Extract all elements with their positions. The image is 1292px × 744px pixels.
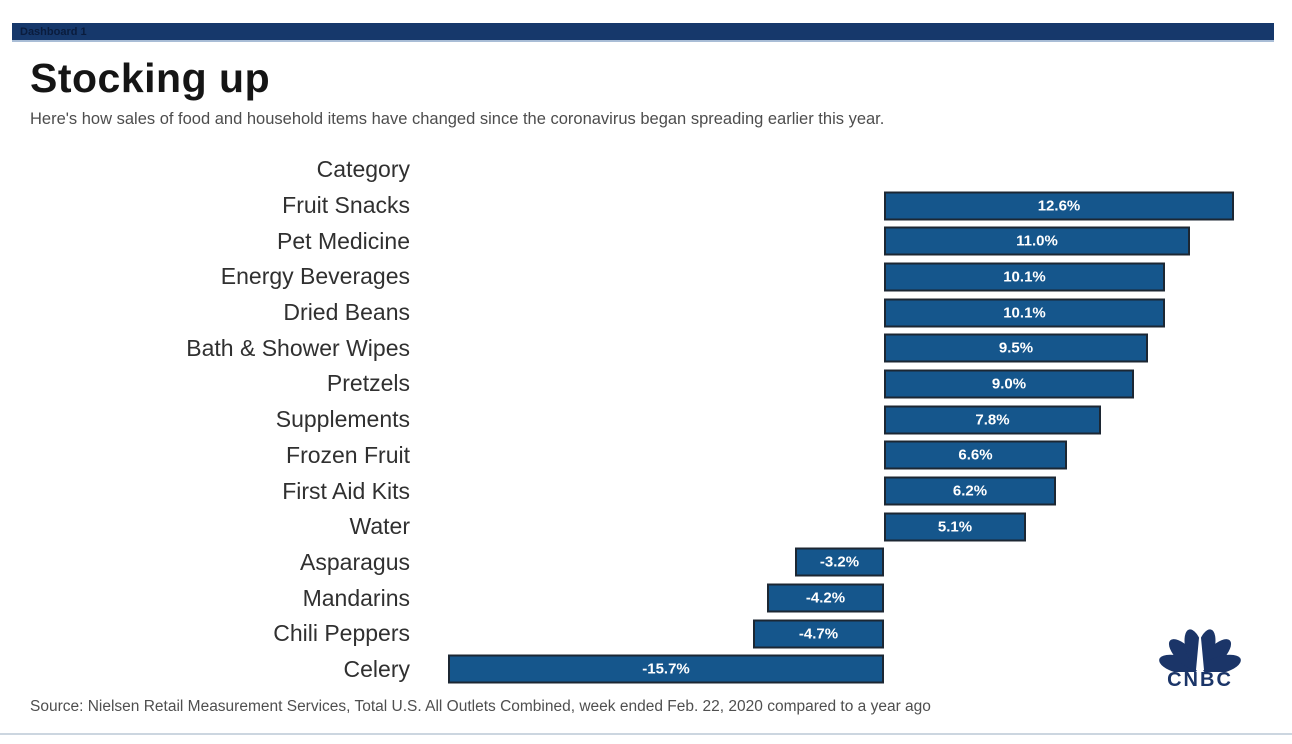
category-label: Dried Beans (283, 299, 410, 326)
plot-area: 6.2% (410, 473, 1292, 509)
chart-row-chili-peppers: Chili Peppers -4.7% (0, 616, 1292, 652)
category-label: Supplements (275, 406, 410, 433)
bar-value-label: -15.7% (642, 660, 690, 678)
bar-value-label: 6.2% (952, 482, 988, 500)
chart-row-energy-beverages: Energy Beverages 10.1% (0, 259, 1292, 295)
category-label: Fruit Snacks (282, 192, 410, 219)
chart-row-celery: Celery -15.7% (0, 652, 1292, 688)
category-label: Celery (343, 655, 410, 682)
chart-row-supplements: Supplements 7.8% (0, 402, 1292, 438)
plot-area: 10.1% (410, 259, 1292, 295)
bar-energy-beverages[interactable]: 10.1% (884, 262, 1165, 292)
bar-chart: Category Fruit Snacks 12.6% Pet Medicine 11.… (0, 152, 1292, 687)
plot-area: -4.7% (410, 616, 1292, 652)
page-title: Stocking up (30, 55, 271, 101)
bar-chili-peppers[interactable]: -4.7% (753, 619, 884, 649)
category-label: Frozen Fruit (286, 441, 410, 468)
plot-area: -4.2% (410, 580, 1292, 616)
cnbc-logo: CNBC (1150, 620, 1250, 694)
bottom-divider (0, 733, 1292, 735)
bar-value-label: -4.2% (805, 589, 846, 607)
cnbc-wordmark: CNBC (1167, 669, 1233, 691)
bar-celery[interactable]: -15.7% (448, 654, 884, 684)
chart-row-dried-beans: Dried Beans 10.1% (0, 295, 1292, 331)
tab-dashboard-1[interactable]: Dashboard 1 (20, 25, 87, 38)
bar-value-label: 10.1% (1003, 268, 1046, 286)
bar-dried-beans[interactable]: 10.1% (884, 298, 1165, 328)
plot-area: 6.6% (410, 438, 1292, 474)
category-label: Water (349, 513, 411, 540)
chart-row-pet-medicine: Pet Medicine 11.0% (0, 223, 1292, 259)
chart-row-frozen-fruit: Frozen Fruit 6.6% (0, 438, 1292, 474)
chart-row-water: Water 5.1% (0, 509, 1292, 545)
category-label: Mandarins (302, 584, 410, 611)
bar-asparagus[interactable]: -3.2% (795, 547, 884, 577)
bar-value-label: -3.2% (819, 553, 860, 571)
bar-pretzels[interactable]: 9.0% (884, 369, 1134, 399)
bar-value-label: 6.6% (958, 446, 993, 464)
category-label: Pretzels (326, 370, 410, 397)
bar-frozen-fruit[interactable]: 6.6% (884, 440, 1067, 470)
bar-bath-shower-wipes[interactable]: 9.5% (884, 333, 1148, 363)
chart-row-header: Category (0, 152, 1292, 188)
bar-supplements[interactable]: 7.8% (884, 405, 1101, 435)
chart-row-pretzels: Pretzels 9.0% (0, 366, 1292, 402)
bar-first-aid-kits[interactable]: 6.2% (884, 476, 1056, 506)
plot-area: -15.7% (410, 652, 1292, 688)
page-subtitle: Here's how sales of food and household i… (30, 110, 885, 128)
bar-value-label: 12.6% (1037, 197, 1081, 215)
bar-pet-medicine[interactable]: 11.0% (884, 226, 1190, 256)
bar-value-label: 5.1% (937, 518, 973, 536)
category-label: Asparagus (300, 548, 410, 575)
chart-row-fruit-snacks: Fruit Snacks 12.6% (0, 188, 1292, 224)
bar-value-label: -4.7% (798, 625, 839, 643)
bar-value-label: 7.8% (975, 411, 1010, 429)
category-label: Bath & Shower Wipes (186, 334, 410, 361)
plot-area: 9.0% (410, 366, 1292, 402)
plot-area: 10.1% (410, 295, 1292, 331)
plot-area: 5.1% (410, 509, 1292, 545)
bar-value-label: 10.1% (1003, 304, 1046, 322)
chart-row-first-aid-kits: First Aid Kits 6.2% (0, 473, 1292, 509)
chart-row-mandarins: Mandarins -4.2% (0, 580, 1292, 616)
dashboard-tab-bar: Dashboard 1 (12, 23, 1274, 42)
bar-value-label: 9.5% (998, 339, 1034, 357)
plot-area: 9.5% (410, 330, 1292, 366)
category-label: Energy Beverages (220, 263, 410, 290)
bar-fruit-snacks[interactable]: 12.6% (884, 191, 1234, 221)
plot-area: 11.0% (410, 223, 1292, 259)
plot-area (410, 152, 1292, 188)
category-label: First Aid Kits (282, 477, 410, 504)
bar-mandarins[interactable]: -4.2% (767, 583, 884, 613)
chart-row-bath-shower-wipes: Bath & Shower Wipes 9.5% (0, 330, 1292, 366)
cnbc-peacock-icon (1159, 627, 1241, 672)
plot-area: 7.8% (410, 402, 1292, 438)
chart-row-asparagus: Asparagus -3.2% (0, 545, 1292, 581)
category-label: Pet Medicine (277, 227, 410, 254)
source-note: Source: Nielsen Retail Measurement Servi… (30, 698, 931, 715)
bar-water[interactable]: 5.1% (884, 512, 1026, 542)
column-header-label: Category (316, 156, 410, 183)
bar-value-label: 11.0% (1016, 232, 1058, 250)
category-label: Chili Peppers (273, 620, 410, 647)
bar-value-label: 9.0% (991, 375, 1027, 393)
plot-area: -3.2% (410, 545, 1292, 581)
plot-area: 12.6% (410, 188, 1292, 224)
